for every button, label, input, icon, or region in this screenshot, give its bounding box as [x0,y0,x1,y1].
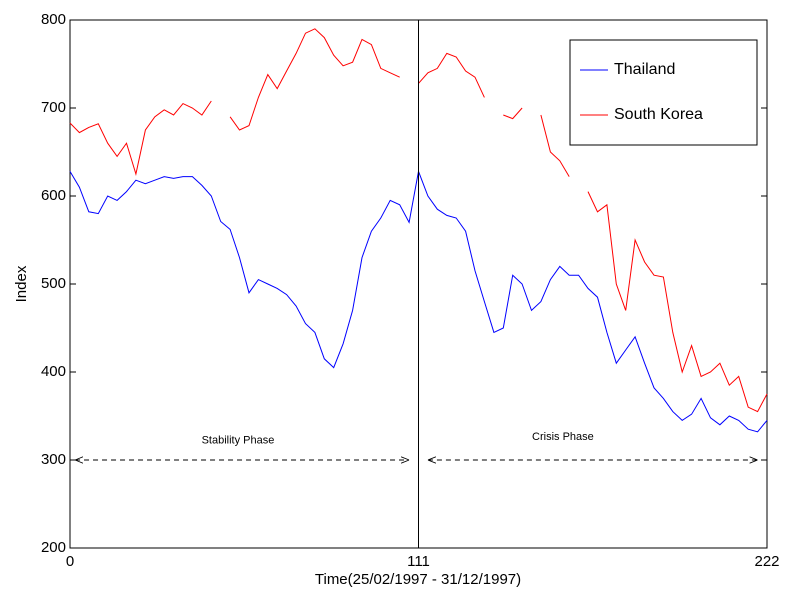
legend-label: South Korea [614,106,703,123]
x-tick-label: 0 [66,553,74,570]
y-tick-label: 500 [41,275,66,292]
y-tick-label: 200 [41,539,66,556]
annotation: Crisis Phase [532,431,594,443]
x-tick-label: 222 [754,553,779,570]
y-axis-label: Index [13,265,30,302]
legend-box [569,39,758,146]
y-tick-label: 400 [41,363,66,380]
y-tick-label: 700 [41,99,66,116]
y-tick-label: 300 [41,451,66,468]
legend-label: Thailand [614,61,675,78]
line-series [69,28,768,413]
x-axis-label: Time(25/02/1997 - 31/12/1997) [315,571,521,588]
x-tick-label: 111 [407,553,430,570]
annotation: Stability Phase [202,435,275,447]
y-tick-label: 600 [41,187,66,204]
y-tick-label: 800 [41,11,66,28]
